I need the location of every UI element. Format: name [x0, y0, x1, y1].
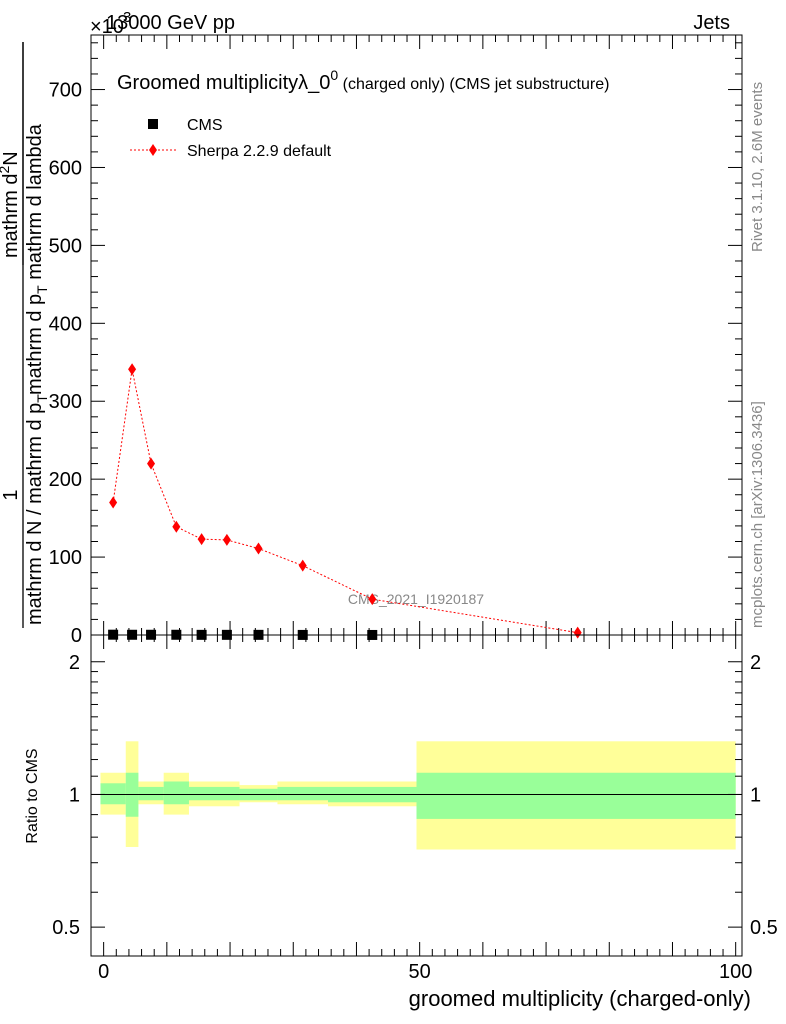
plot-title-lambda: λ_0	[298, 72, 330, 94]
y-label-denominator-sub: T	[34, 394, 50, 403]
plot-title: Groomed multiplicityλ_00 (charged only) …	[117, 67, 609, 94]
x-axis-label: groomed multiplicity (charged-only)	[409, 986, 751, 1011]
legend-sherpa-label: Sherpa 2.2.9 default	[187, 143, 332, 160]
y-label-rhs-den-tail: mathrm d lambda	[24, 123, 46, 285]
ratio-y-axis-label: Ratio to CMS	[24, 748, 41, 843]
ratio-y-tick-label: 1	[69, 784, 80, 806]
sherpa-point	[222, 533, 231, 546]
plot-title-suffix: (charged only) (CMS jet substructure)	[338, 76, 609, 93]
y-tick-label: 400	[49, 313, 82, 335]
y-tick-label: 300	[49, 391, 82, 413]
ratio-y-tick-label: 0.5	[52, 917, 80, 939]
sherpa-point	[147, 457, 156, 470]
legend-sherpa-marker	[149, 144, 157, 156]
x-tick-label: 100	[719, 961, 752, 983]
plot-title-main: Groomed multiplicity	[117, 72, 298, 94]
ratio-y-tick-label: 2	[69, 652, 80, 674]
y-label-rhs-num-tail: N	[0, 151, 22, 165]
ratio-inner-band	[138, 786, 164, 801]
ratio-inner-band	[163, 781, 189, 805]
y-tick-label: 600	[49, 157, 82, 179]
analysis-watermark: CMS_2021_I1920187	[348, 591, 484, 607]
legend-cms-label: CMS	[187, 117, 223, 134]
sherpa-point	[298, 559, 307, 572]
y-label-rhs-den-main: mathrm d p	[24, 294, 46, 395]
y-tick-label: 700	[49, 80, 82, 102]
legend-cms-marker	[148, 119, 158, 129]
main-axis-ticks	[91, 35, 742, 636]
y-label-rhs-denominator: mathrm d pT mathrm d lambda	[24, 123, 50, 395]
rivet-version-label: Rivet 3.1.10, 2.6M events	[749, 82, 766, 252]
exponent-value: 3	[123, 9, 131, 26]
sherpa-series	[109, 363, 582, 639]
y-label-rhs-num-main: mathrm d	[0, 174, 22, 258]
y-label-denominator: mathrm d N / mathrm d pT	[24, 394, 50, 625]
y-tick-label: 500	[49, 235, 82, 257]
y-label-denominator-main: mathrm d N / mathrm d p	[24, 403, 46, 625]
x-tick-labels: 0 50 100	[98, 961, 752, 983]
sherpa-point	[172, 520, 181, 533]
ratio-inner-band	[100, 783, 126, 805]
y-tick-label: 0	[71, 625, 82, 647]
ratio-y-tick-label-right: 0.5	[750, 917, 778, 939]
ratio-y-tick-label-right: 2	[750, 652, 761, 674]
sherpa-point	[254, 542, 263, 555]
ratio-axis-ticks	[91, 635, 742, 956]
y-label-rhs-numerator: mathrm d2N	[0, 151, 22, 258]
sherpa-point	[197, 533, 206, 546]
ratio-inner-band	[188, 786, 240, 801]
sherpa-point	[109, 496, 118, 509]
x-tick-label: 0	[98, 961, 109, 983]
ratio-y-tick-labels: 0.5 0.5 1 1 2 2	[52, 652, 778, 939]
x-tick-label: 50	[409, 961, 431, 983]
sherpa-point	[368, 593, 377, 606]
sherpa-line	[112, 369, 578, 634]
plot-title-sup: 0	[330, 67, 338, 83]
main-y-tick-labels: 0 100 200 300 400 500 600 700	[49, 80, 82, 647]
main-y-axis-label: 1 mathrm d N / mathrm d pT mathrm d2N ma…	[0, 42, 50, 628]
ratio-plot-frame	[90, 634, 743, 957]
energy-label: 13000 GeV pp	[106, 12, 235, 34]
ratio-y-tick-label-right: 1	[750, 784, 761, 806]
exponent-prefix: ×10	[90, 16, 124, 38]
sherpa-point	[128, 363, 137, 376]
ratio-bands	[100, 741, 736, 850]
ratio-inner-band	[416, 772, 736, 819]
sherpa-point	[573, 626, 582, 639]
ratio-inner-band	[277, 786, 329, 801]
y-label-rhs-num-sup: 2	[0, 166, 12, 174]
y-label-numerator: 1	[0, 489, 22, 500]
mcplots-label: mcplots.cern.ch [arXiv:1306.3436]	[749, 401, 766, 628]
y-tick-label: 100	[49, 547, 82, 569]
y-tick-label: 200	[49, 469, 82, 491]
process-label: Jets	[693, 12, 730, 34]
y-label-rhs-den-sub: T	[34, 285, 50, 294]
